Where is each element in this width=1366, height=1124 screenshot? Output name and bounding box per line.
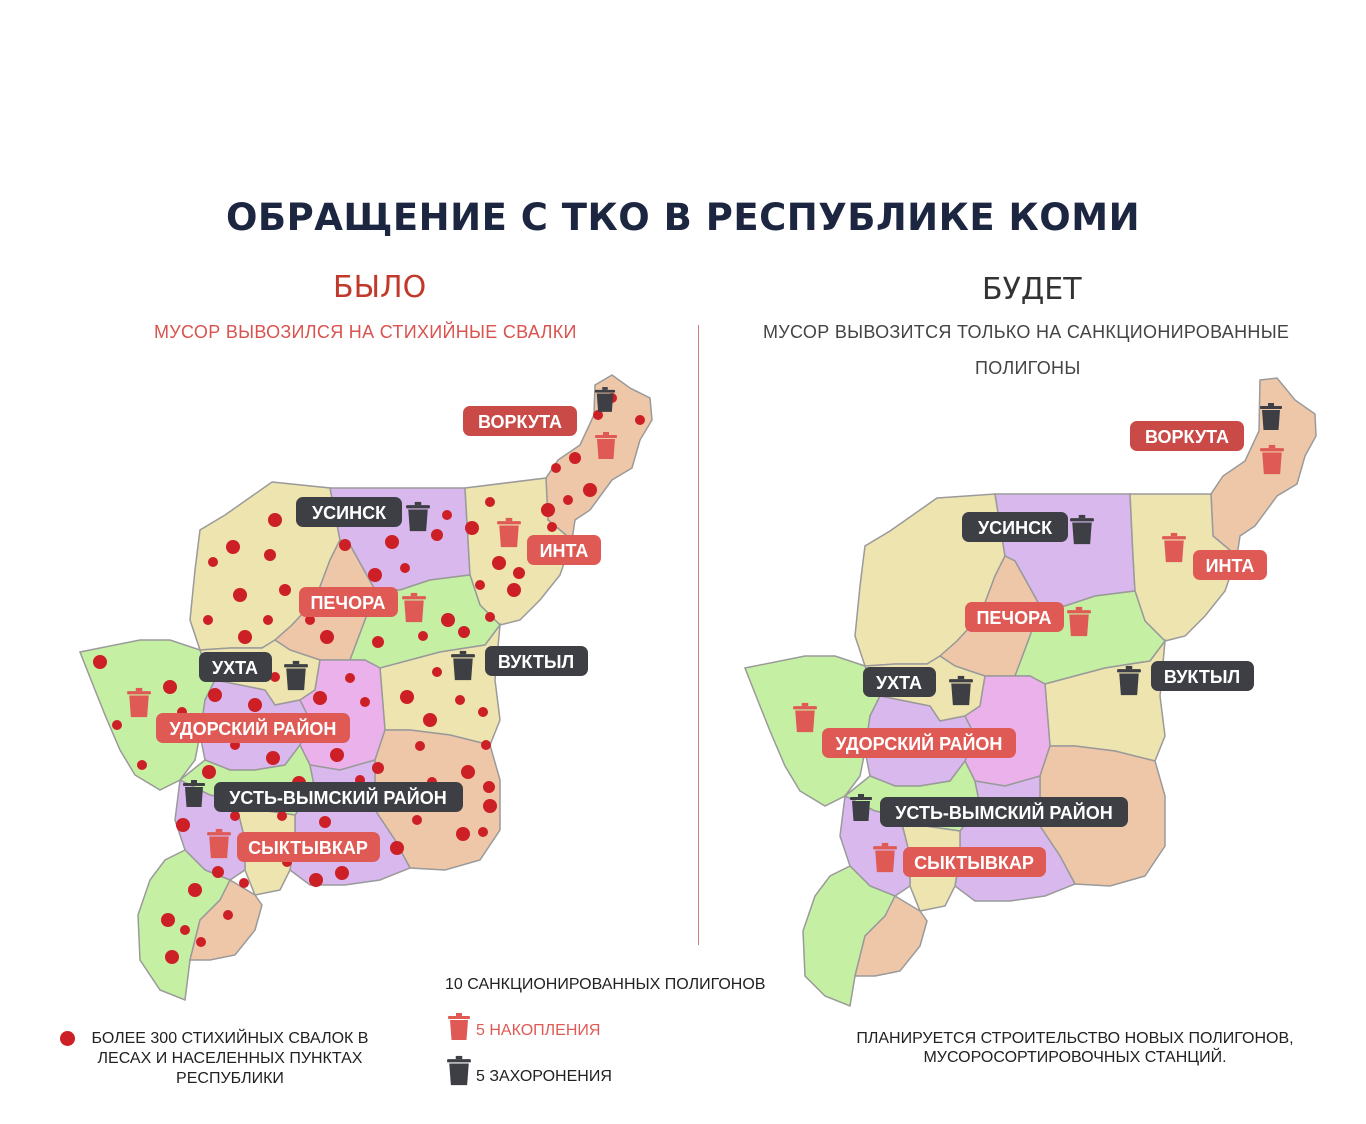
trash-icon-accumulation bbox=[873, 842, 897, 873]
trash-icon-accumulation bbox=[1162, 532, 1186, 563]
label-vuktyl: ВУКТЫЛ bbox=[1164, 667, 1240, 687]
dump-legend-dot bbox=[60, 1031, 75, 1046]
label-ukhta: УХТА bbox=[876, 673, 922, 693]
label-vorkuta: ВОРКУТА bbox=[478, 412, 562, 432]
label-vuktyl: ВУКТЫЛ bbox=[498, 652, 574, 672]
trash-icon-burial bbox=[1070, 514, 1094, 545]
trash-icon-accumulation bbox=[1067, 606, 1091, 637]
label-usinsk: УСИНСК bbox=[978, 518, 1053, 538]
label-usinsk: УСИНСК bbox=[312, 503, 387, 523]
label-inta: ИНТА bbox=[1206, 556, 1255, 576]
label-inta: ИНТА bbox=[540, 541, 589, 561]
regions-after bbox=[743, 377, 1317, 1008]
label-ust-vym: УСТЬ-ВЫМСКИЙ РАЙОН bbox=[229, 787, 447, 808]
trash-icon-burial bbox=[949, 675, 973, 706]
trash-icon-accumulation bbox=[1260, 444, 1284, 475]
label-vorkuta: ВОРКУТА bbox=[1145, 427, 1229, 447]
label-syktyvkar: СЫКТЫВКАР bbox=[248, 838, 368, 858]
trash-icon-burial bbox=[850, 794, 872, 821]
before-heading: БЫЛО bbox=[333, 270, 427, 305]
labels-before: ВОРКУТА УСИНСК ИНТА ПЕЧОРА УХТА ВУКТЫЛ У… bbox=[156, 406, 601, 862]
page-title: ОБРАЩЕНИЕ С ТКО В РЕСПУБЛИКЕ КОМИ bbox=[225, 196, 1141, 239]
legend-accumulation: 5 НАКОПЛЕНИЯ bbox=[476, 1022, 601, 1039]
trash-icon-accumulation bbox=[793, 702, 817, 733]
label-ust-vym: УСТЬ-ВЫМСКИЙ РАЙОН bbox=[895, 802, 1113, 823]
after-subtitle-line2: ПОЛИГОНЫ bbox=[975, 358, 1081, 378]
after-heading: БУДЕТ bbox=[982, 272, 1082, 307]
after-subtitle-line1: МУСОР ВЫВОЗИТСЯ ТОЛЬКО НА САНКЦИОНИРОВАН… bbox=[763, 322, 1290, 342]
legend-dumps: БОЛЕЕ 300 СТИХИЙНЫХ СВАЛОК В ЛЕСАХ И НАС… bbox=[91, 1030, 369, 1087]
legend-plan: ПЛАНИРУЕТСЯ СТРОИТЕЛЬСТВО НОВЫХ ПОЛИГОНО… bbox=[856, 1030, 1294, 1066]
label-pechora: ПЕЧОРА bbox=[976, 608, 1051, 628]
burial-legend-icon bbox=[447, 1055, 471, 1086]
divider bbox=[698, 325, 699, 945]
label-ukhta: УХТА bbox=[212, 658, 258, 678]
before-subtitle: МУСОР ВЫВОЗИЛСЯ НА СТИХИЙНЫЕ СВАЛКИ bbox=[154, 322, 577, 342]
trash-icon-burial bbox=[1260, 403, 1282, 430]
label-udora: УДОРСКИЙ РАЙОН bbox=[836, 733, 1003, 754]
label-pechora: ПЕЧОРА bbox=[310, 593, 385, 613]
legend-burial: 5 ЗАХОРОНЕНИЯ bbox=[476, 1068, 612, 1085]
trash-icon-burial bbox=[1117, 665, 1141, 696]
label-udora: УДОРСКИЙ РАЙОН bbox=[170, 718, 337, 739]
legend-landfills-total: 10 САНКЦИОНИРОВАННЫХ ПОЛИГОНОВ bbox=[445, 976, 766, 993]
accumulation-legend-icon bbox=[448, 1013, 470, 1040]
label-syktyvkar: СЫКТЫВКАР bbox=[914, 853, 1034, 873]
labels-after: ВОРКУТА УСИНСК ИНТА ПЕЧОРА УХТА ВУКТЫЛ У… bbox=[822, 421, 1267, 877]
